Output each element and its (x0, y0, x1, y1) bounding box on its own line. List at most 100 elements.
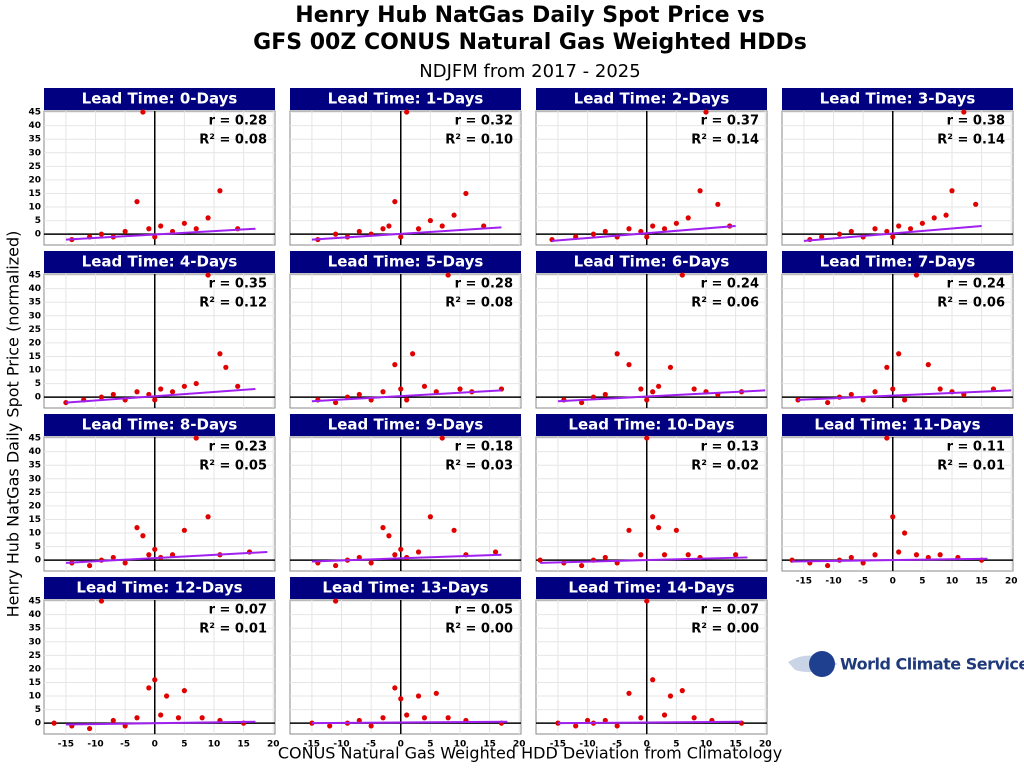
y-tick-label: 15 (28, 515, 41, 525)
y-tick-label: 0 (35, 556, 41, 566)
strip (290, 414, 521, 436)
point (943, 212, 949, 218)
panel-background (289, 599, 522, 735)
annotation: R² = 0.01 (199, 622, 267, 637)
panel-background (781, 273, 1014, 409)
annotation: R² = 0.01 (937, 459, 1005, 474)
annotation: R² = 0.14 (691, 133, 759, 148)
point (415, 693, 422, 699)
point (333, 598, 339, 604)
point (890, 386, 896, 392)
panel-background (535, 436, 768, 572)
point (193, 380, 199, 387)
point (602, 554, 608, 561)
annotation: r = 0.28 (209, 114, 267, 129)
point (492, 549, 499, 555)
point (667, 693, 674, 699)
point (860, 397, 866, 403)
panel: Lead Time: 0-Days 0 5 10 15 20 25 30 35 40 45 r = 0… (28, 88, 276, 246)
y-tick-label: 40 (28, 121, 41, 131)
point (872, 226, 878, 232)
y-tick-label: 45 (28, 597, 41, 607)
x-tick-label: -5 (366, 740, 376, 750)
point (626, 226, 632, 232)
point (638, 715, 644, 721)
point (404, 397, 410, 403)
point (644, 397, 650, 403)
point (169, 389, 176, 395)
point (667, 364, 674, 370)
panel: Lead Time: 5-Days r = 0.28 R² = 0.08 (289, 251, 522, 409)
point (122, 560, 128, 566)
panel: Lead Time: 4-Days 0 5 10 15 20 25 30 35 40 45 r = 0… (28, 251, 276, 409)
y-tick-label: 40 (28, 284, 41, 294)
point (217, 188, 223, 194)
annotation: r = 0.32 (455, 114, 513, 129)
x-tick-label: 15 (483, 740, 496, 750)
point (685, 552, 691, 558)
point (656, 524, 662, 531)
strip (44, 88, 275, 110)
strip (290, 88, 521, 110)
annotation: R² = 0.12 (199, 296, 267, 311)
point (421, 715, 428, 721)
strip (536, 577, 767, 599)
point (439, 223, 445, 229)
point (896, 549, 902, 555)
point (902, 530, 908, 536)
strip (536, 251, 767, 273)
point (134, 715, 140, 721)
panel: Lead Time: 10-Days r = 0.13 R² = 0.02 (535, 414, 768, 572)
y-tick-label: 10 (28, 529, 41, 539)
point (181, 687, 187, 694)
point (703, 109, 709, 115)
point (579, 562, 585, 569)
point (890, 234, 896, 240)
y-tick-label: 0 (35, 230, 41, 240)
point (451, 527, 457, 533)
x-tick-label: 5 (673, 740, 679, 750)
annotation: r = 0.37 (701, 114, 759, 129)
x-tick-label: -5 (120, 740, 130, 750)
point (848, 391, 854, 398)
panel-background (535, 110, 768, 246)
point (205, 272, 211, 278)
point (134, 389, 140, 395)
point (884, 228, 890, 235)
point (896, 223, 902, 229)
point (140, 533, 146, 539)
point (650, 223, 656, 229)
strip (536, 88, 767, 110)
point (368, 723, 374, 729)
point (398, 386, 404, 392)
trend-line (311, 389, 502, 403)
trend-line (65, 388, 256, 404)
annotation: R² = 0.00 (445, 622, 513, 637)
point (896, 351, 902, 357)
point (158, 386, 164, 392)
panel-background (43, 110, 276, 246)
panel-title: Lead Time: 8-Days (82, 416, 238, 434)
y-tick-label: 35 (28, 135, 41, 145)
panel-background (781, 110, 1014, 246)
point (404, 712, 410, 718)
point (181, 527, 187, 533)
point (98, 231, 105, 237)
point (650, 514, 656, 520)
point (140, 109, 146, 115)
point (860, 560, 866, 566)
panel-title: Lead Time: 11-Days (814, 416, 980, 434)
y-tick-label: 40 (28, 610, 41, 620)
point (626, 527, 632, 533)
point (451, 212, 457, 218)
annotation: r = 0.38 (947, 114, 1005, 129)
subtitle: NDJFM from 2017 - 2025 (419, 61, 640, 82)
panel: Lead Time: 8-Days 0 5 10 15 20 25 30 35 40 45 r = 0… (28, 414, 276, 572)
point (415, 226, 422, 232)
point (427, 217, 433, 224)
x-tick-label: -15 (58, 740, 74, 750)
point (398, 696, 404, 702)
point (715, 201, 721, 207)
annotation: r = 0.07 (209, 603, 267, 618)
point (199, 715, 205, 721)
